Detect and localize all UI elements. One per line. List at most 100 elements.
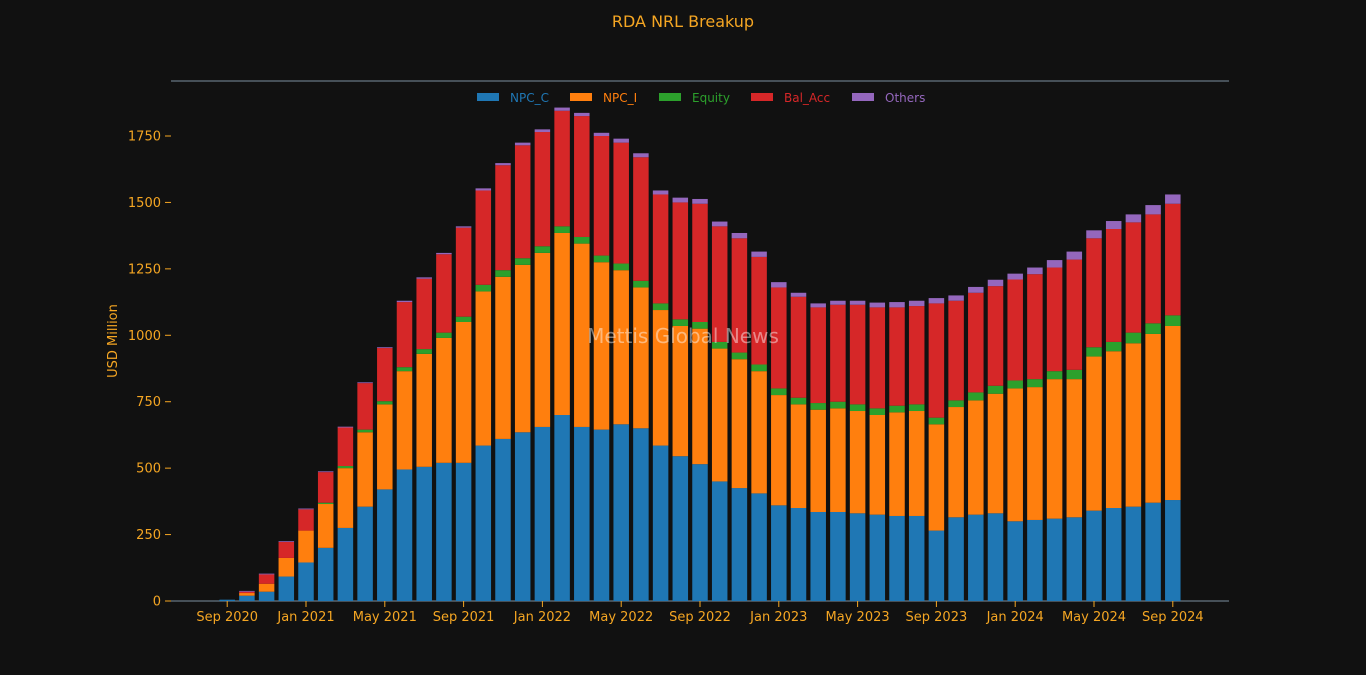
bar-npc-c	[455, 462, 472, 601]
bar-equity	[751, 364, 767, 372]
bar-npc-c	[357, 506, 373, 601]
y-tick-label: 250	[136, 528, 161, 543]
bar-npc-i	[948, 407, 964, 518]
bar-others	[869, 302, 886, 308]
bar-npc-c	[771, 505, 787, 601]
bar-equity	[1066, 369, 1083, 380]
bar-npc-c	[652, 445, 669, 601]
bar-npc-i	[416, 353, 432, 467]
bar-npc-i	[790, 404, 807, 508]
bar-npc-i	[298, 530, 314, 563]
legend-swatch	[477, 93, 499, 101]
bar-bal-acc	[593, 136, 610, 256]
bar-bal-acc	[495, 165, 511, 271]
bar-others	[396, 300, 413, 303]
bar-others	[337, 426, 354, 428]
bar-npc-i	[928, 424, 945, 531]
legend-swatch	[852, 93, 874, 101]
bar-npc-i	[1046, 379, 1063, 519]
bar-npc-i	[514, 264, 531, 433]
bar-bal-acc	[534, 132, 551, 247]
bar-npc-c	[987, 513, 1004, 601]
bar-npc-i	[810, 409, 826, 512]
bar-bal-acc	[239, 591, 255, 594]
y-tick-label: 1250	[128, 262, 161, 277]
bar-bal-acc	[869, 307, 886, 409]
bar-others	[672, 197, 689, 203]
bar-npc-i	[633, 287, 649, 429]
bar-npc-c	[889, 515, 905, 601]
bar-others	[298, 508, 314, 510]
bar-npc-i	[613, 270, 629, 425]
bar-others	[731, 232, 748, 239]
bar-npc-c	[908, 515, 925, 601]
bar-equity	[810, 403, 826, 410]
bar-npc-i	[849, 411, 866, 514]
bar-npc-c	[495, 438, 511, 601]
bar-bal-acc	[652, 194, 669, 304]
bar-npc-c	[751, 493, 767, 601]
bar-npc-i	[475, 291, 492, 446]
bar-npc-c	[317, 547, 334, 601]
bar-others	[554, 107, 570, 111]
bar-bal-acc	[633, 157, 649, 281]
bar-npc-i	[377, 404, 393, 490]
bar-others	[968, 286, 984, 293]
bar-npc-i	[436, 337, 452, 463]
bar-others	[810, 303, 826, 308]
bar-bal-acc	[731, 238, 748, 353]
bar-bal-acc	[475, 190, 492, 285]
bar-npc-c	[1165, 500, 1181, 601]
bar-bal-acc	[357, 383, 373, 430]
bar-bal-acc	[810, 307, 826, 404]
bar-others	[711, 221, 728, 227]
bar-bal-acc	[1027, 274, 1043, 380]
bar-others	[692, 198, 708, 204]
bar-equity	[574, 236, 590, 244]
bar-equity	[771, 388, 787, 396]
bar-npc-c	[672, 456, 689, 601]
bar-others	[1046, 260, 1063, 268]
bar-npc-c	[1145, 502, 1161, 601]
bar-npc-i	[830, 408, 846, 512]
bar-bal-acc	[672, 202, 689, 320]
bar-bal-acc	[377, 348, 393, 402]
bar-npc-c	[593, 429, 610, 601]
bar-npc-i	[1086, 356, 1102, 511]
bar-others	[987, 279, 1004, 287]
bar-others	[436, 252, 452, 255]
bar-bal-acc	[258, 574, 275, 584]
x-tick-label: Jan 2024	[986, 610, 1044, 625]
bar-equity	[987, 385, 1004, 394]
bar-bal-acc	[1046, 267, 1063, 372]
bar-npc-c	[514, 432, 531, 601]
bar-npc-i	[337, 468, 354, 528]
bar-equity	[416, 349, 432, 354]
bar-equity	[928, 417, 945, 425]
bar-others	[317, 471, 334, 473]
bar-npc-i	[534, 252, 551, 427]
bar-npc-c	[1027, 519, 1043, 601]
y-tick-label: 0	[153, 595, 161, 610]
bar-npc-i	[1105, 351, 1122, 508]
bar-equity	[692, 322, 708, 329]
bar-others	[889, 302, 905, 308]
bar-bal-acc	[317, 472, 334, 503]
bar-bal-acc	[416, 278, 432, 350]
bar-npc-i	[258, 583, 275, 592]
bar-npc-c	[830, 511, 846, 601]
bar-others	[377, 347, 393, 349]
bar-equity	[948, 400, 964, 408]
bar-equity	[889, 405, 905, 413]
bar-npc-i	[357, 432, 373, 507]
bar-bal-acc	[613, 142, 629, 264]
bar-npc-i	[554, 232, 570, 415]
bar-others	[1007, 273, 1023, 280]
bar-bal-acc	[514, 145, 531, 259]
bar-others	[278, 541, 295, 543]
bar-npc-c	[396, 469, 413, 601]
legend-swatch	[659, 93, 681, 101]
bar-bal-acc	[1066, 259, 1083, 370]
bar-npc-c	[968, 514, 984, 601]
